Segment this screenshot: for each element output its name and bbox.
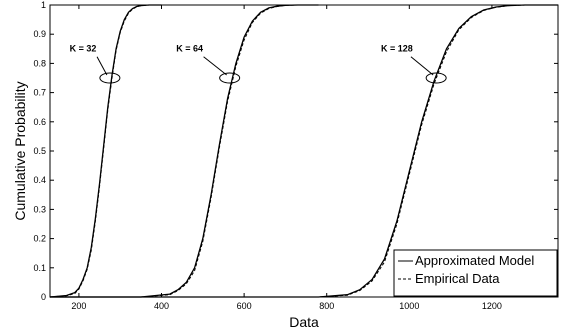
legend-box [393, 249, 558, 297]
x-tick-label: 200 [71, 301, 86, 311]
legend: Approximated Model Empirical Data [393, 249, 558, 297]
annotation-ellipse [219, 72, 241, 84]
y-tick-label: 0.1 [33, 263, 46, 273]
axis-ticks: 200 400 600 800 1000 1200 0 0.1 0.2 0.3 0.4 0.5 0.6 0… [33, 0, 558, 311]
y-tick-label: 0.3 [33, 204, 46, 214]
annotations: K = 32 K = 64 K = 128 [70, 44, 447, 84]
y-tick-label: 0.4 [33, 175, 46, 185]
x-tick-label: 600 [237, 301, 252, 311]
x-axis-title: Data [289, 314, 319, 330]
legend-label: Empirical Data [415, 271, 500, 286]
series-lines [49, 4, 558, 298]
empirical-data-line [50, 4, 558, 298]
y-tick-label: 1 [41, 0, 46, 10]
x-tick-label: 1000 [399, 301, 419, 311]
y-tick-label: 0.9 [33, 29, 46, 39]
empirical-data-line [49, 4, 162, 298]
y-axis-title: Cumulative Probability [12, 81, 28, 220]
annotation-ellipse [99, 72, 121, 84]
x-tick-label: 400 [154, 301, 169, 311]
x-tick-label: 1200 [482, 301, 502, 311]
annotation-label: K = 128 [381, 44, 413, 54]
y-tick-label: 0.5 [33, 146, 46, 156]
annotation-pointer [203, 56, 227, 76]
annotation-ellipse [425, 72, 447, 84]
annotation-label: K = 64 [176, 44, 203, 54]
annotation-label: K = 32 [70, 44, 97, 54]
y-tick-label: 0.2 [33, 234, 46, 244]
x-tick-label: 800 [319, 301, 334, 311]
y-tick-label: 0.8 [33, 58, 46, 68]
y-tick-label: 0.7 [33, 88, 46, 98]
legend-label: Approximated Model [415, 253, 534, 268]
y-tick-label: 0 [41, 292, 46, 302]
annotation-pointer [96, 56, 108, 76]
empirical-data-line [50, 4, 319, 298]
plot-area [49, 4, 559, 298]
annotation-pointer [410, 56, 434, 76]
y-tick-label: 0.6 [33, 117, 46, 127]
